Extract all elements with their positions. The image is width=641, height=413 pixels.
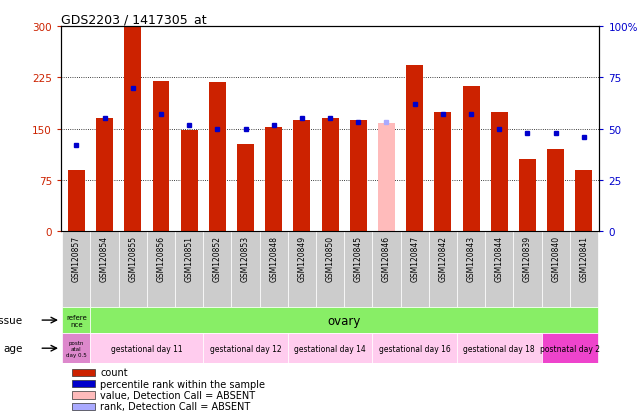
Text: age: age [4,343,23,354]
Text: GSM120843: GSM120843 [467,235,476,282]
Text: GSM120855: GSM120855 [128,235,137,282]
Bar [62,307,90,333]
Bar [463,86,479,232]
Bar [542,232,570,307]
Text: GSM120845: GSM120845 [354,235,363,282]
Bar [181,131,197,232]
Text: GSM120839: GSM120839 [523,235,532,282]
Bar [147,232,175,307]
Text: count: count [100,367,128,377]
Bar [350,121,367,232]
Text: GSM120847: GSM120847 [410,235,419,282]
Text: GSM120844: GSM120844 [495,235,504,282]
Bar [316,232,344,307]
Bar [288,333,372,363]
Text: percentile rank within the sample: percentile rank within the sample [100,379,265,389]
Bar [62,333,90,363]
Text: GSM120842: GSM120842 [438,235,447,282]
Bar [68,170,85,232]
Bar [237,145,254,232]
Bar [294,121,310,232]
Text: gestational day 18: gestational day 18 [463,344,535,353]
Bar [435,112,451,232]
Text: GSM120840: GSM120840 [551,235,560,282]
Bar [372,333,457,363]
Bar [378,124,395,232]
Bar [372,232,401,307]
Text: GSM120852: GSM120852 [213,235,222,282]
Bar [153,81,169,232]
Bar [209,83,226,232]
Bar [406,66,423,232]
Text: GSM120857: GSM120857 [72,235,81,282]
Bar [175,232,203,307]
Bar [72,380,96,387]
Bar [203,333,288,363]
Text: gestational day 16: gestational day 16 [379,344,451,353]
Bar [231,232,260,307]
Text: postnatal day 2: postnatal day 2 [540,344,600,353]
Bar [457,333,542,363]
Bar [519,160,536,232]
Text: refere
nce: refere nce [66,314,87,327]
Bar [322,119,338,232]
Bar [542,333,598,363]
Bar [119,232,147,307]
Bar [90,333,203,363]
Text: rank, Detection Call = ABSENT: rank, Detection Call = ABSENT [100,401,251,411]
Bar [344,232,372,307]
Bar [62,232,90,307]
Text: GSM120849: GSM120849 [297,235,306,282]
Text: value, Detection Call = ABSENT: value, Detection Call = ABSENT [100,390,255,400]
Text: gestational day 12: gestational day 12 [210,344,281,353]
Bar [576,170,592,232]
Bar [203,232,231,307]
Bar [124,27,141,232]
Text: gestational day 11: gestational day 11 [111,344,183,353]
Bar [547,150,564,232]
Bar [457,232,485,307]
Bar [72,392,96,399]
Bar [570,232,598,307]
Text: gestational day 14: gestational day 14 [294,344,366,353]
Bar [401,232,429,307]
Text: tissue: tissue [0,315,23,325]
Bar [491,112,508,232]
Text: GSM120851: GSM120851 [185,235,194,282]
Bar [90,232,119,307]
Bar [265,128,282,232]
Bar [96,119,113,232]
Bar [72,403,96,410]
Text: GSM120850: GSM120850 [326,235,335,282]
Text: ovary: ovary [328,314,361,327]
Text: GSM120854: GSM120854 [100,235,109,282]
Bar [288,232,316,307]
Text: GSM120856: GSM120856 [156,235,165,282]
Text: GSM120841: GSM120841 [579,235,588,282]
Text: GDS2203 / 1417305_at: GDS2203 / 1417305_at [61,13,206,26]
Bar [485,232,513,307]
Bar [260,232,288,307]
Bar [72,369,96,376]
Text: postn
atal
day 0.5: postn atal day 0.5 [66,340,87,357]
Text: GSM120848: GSM120848 [269,235,278,282]
Text: GSM120846: GSM120846 [382,235,391,282]
Bar [513,232,542,307]
Bar [429,232,457,307]
Text: GSM120853: GSM120853 [241,235,250,282]
